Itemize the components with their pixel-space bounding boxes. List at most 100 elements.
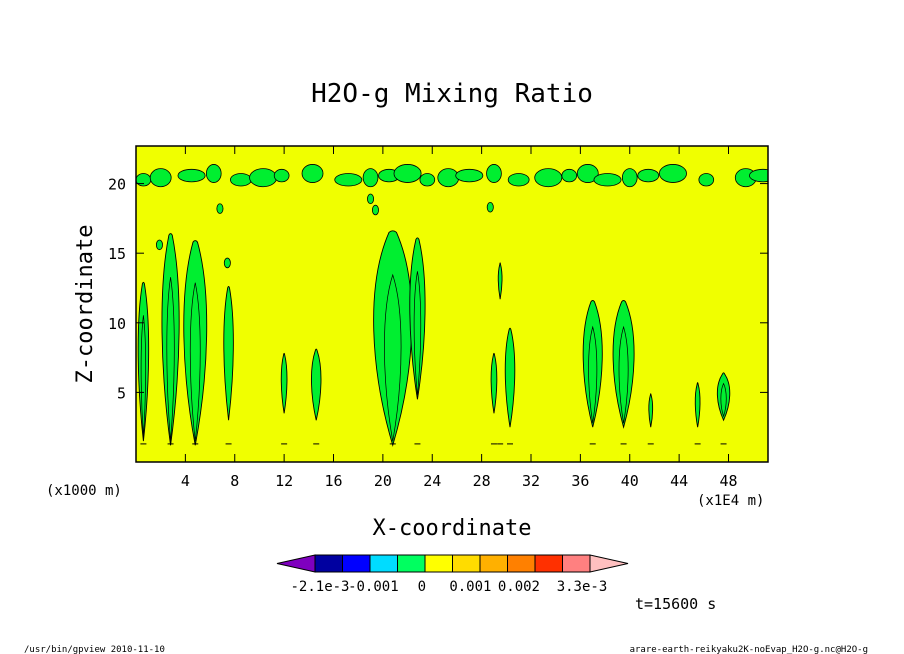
- colorbar-swatch: [452, 554, 481, 573]
- upper-layer-blob: [455, 168, 484, 183]
- plot-area: [135, 145, 769, 463]
- colorbar-swatch: [369, 554, 398, 573]
- x-tick-label: 44: [670, 472, 688, 490]
- small-blob: [367, 193, 375, 205]
- upper-layer-blob: [393, 164, 422, 183]
- plume-inner-contour: [166, 277, 175, 442]
- upper-layer-blob: [486, 164, 502, 183]
- x-tick-label: 24: [423, 472, 441, 490]
- plume-inner-contour: [140, 315, 147, 438]
- chart-title: H2O-g Mixing Ratio: [311, 79, 593, 109]
- upper-layer-blob: [230, 173, 252, 187]
- x-unit-left: (x1000 m): [46, 483, 122, 499]
- colorbar-label: 0.002: [498, 579, 540, 595]
- colorbar-max-arrow: [589, 554, 629, 573]
- x-tick-label: 8: [230, 472, 239, 490]
- x-tick-label: 28: [473, 472, 491, 490]
- plume: [582, 299, 603, 428]
- upper-layer-blob: [249, 168, 278, 188]
- colorbar-swatch: [342, 554, 371, 573]
- plume: [490, 352, 498, 414]
- y-axis: 5 10 15 20: [108, 176, 768, 402]
- y-tick-label: 5: [117, 384, 126, 402]
- plume-inner-contour: [384, 273, 402, 442]
- colorbar-label: -0.001: [348, 579, 399, 595]
- colorbar-swatch: [314, 554, 343, 573]
- y-tick-label: 10: [108, 315, 126, 333]
- plot-frame: [135, 145, 769, 463]
- upper-layer-blob: [273, 168, 290, 183]
- upper-layer-blob: [177, 168, 206, 183]
- plume: [648, 393, 654, 428]
- colorbar-labels: -2.1e-3-0.001 0 0.001 0.002 3.3e-3: [290, 579, 607, 595]
- plot-background: [136, 146, 768, 462]
- plume: [310, 348, 322, 421]
- colorbar-label: 3.3e-3: [557, 579, 608, 595]
- plume: [280, 352, 288, 414]
- time-label: t=15600 s: [635, 595, 716, 613]
- x-axis-label: X-coordinate: [373, 516, 532, 541]
- x-tick-label: 12: [275, 472, 293, 490]
- plume: [504, 327, 516, 428]
- colorbar-label: 0.001: [449, 579, 491, 595]
- colorbar-swatch: [397, 554, 426, 573]
- colorbar-swatch: [562, 554, 591, 573]
- colorbar-label: 0: [418, 579, 426, 595]
- plume: [223, 286, 234, 421]
- upper-layer-blob: [205, 164, 222, 183]
- plume: [373, 230, 413, 447]
- upper-layer-blob: [637, 168, 660, 183]
- upper-layer-blob: [749, 168, 768, 183]
- plume: [409, 237, 426, 400]
- upper-layer-blob: [419, 173, 436, 187]
- plume: [497, 262, 503, 300]
- plume: [137, 281, 150, 442]
- upper-layer-blob: [534, 168, 563, 188]
- upper-layer-blob: [593, 173, 622, 187]
- x-tick-label: 16: [324, 472, 342, 490]
- upper-layer-blob: [136, 173, 152, 187]
- footer-right: arare-earth-reikyaku2K-noEvap_H2O-g.nc@H…: [630, 645, 868, 654]
- x-tick-label: 36: [571, 472, 589, 490]
- x-tick-label: 4: [181, 472, 190, 490]
- x-unit-right: (x1E4 m): [697, 493, 764, 509]
- upper-layer-blob: [362, 168, 379, 188]
- colorbar-min-arrow: [276, 554, 316, 573]
- x-tick-label: 48: [719, 472, 737, 490]
- upper-layer-blob: [698, 173, 715, 187]
- contour-field: [136, 164, 768, 447]
- plume-inner-contour: [618, 325, 629, 424]
- colorbar-label: -2.1e-3: [290, 579, 349, 595]
- colorbar-swatch: [534, 554, 563, 573]
- x-tick-label: 40: [621, 472, 639, 490]
- small-blob: [155, 239, 163, 251]
- small-blob: [223, 257, 231, 269]
- x-axis: 4 8 12 16 20 24 28 32 36 40 44 48: [181, 146, 738, 490]
- upper-layer-blob: [334, 173, 363, 187]
- y-axis-label: Z-coordinate: [73, 225, 98, 384]
- x-tick-label: 32: [522, 472, 540, 490]
- plume-inner-contour: [413, 271, 422, 396]
- upper-layer-blob: [658, 164, 687, 183]
- plume-inner-contour: [189, 282, 201, 442]
- plume: [183, 240, 208, 446]
- small-blob: [486, 201, 494, 213]
- y-tick-label: 20: [108, 176, 126, 194]
- plume-inner-contour: [588, 325, 598, 424]
- colorbar-swatch: [424, 554, 453, 573]
- upper-layer-blob: [149, 168, 172, 188]
- upper-layer-blob: [561, 168, 578, 183]
- y-tick-label: 15: [108, 245, 126, 263]
- colorbar: [276, 554, 629, 573]
- plume-inner-contour: [720, 382, 727, 418]
- plume: [694, 382, 701, 428]
- colorbar-swatch: [507, 554, 536, 573]
- plume: [612, 299, 635, 429]
- colorbar-swatch: [479, 554, 508, 573]
- upper-layer-blob: [437, 168, 460, 188]
- small-blob: [216, 203, 224, 214]
- plume: [716, 372, 731, 422]
- x-tick-label: 20: [374, 472, 392, 490]
- upper-layer-blob: [301, 164, 324, 183]
